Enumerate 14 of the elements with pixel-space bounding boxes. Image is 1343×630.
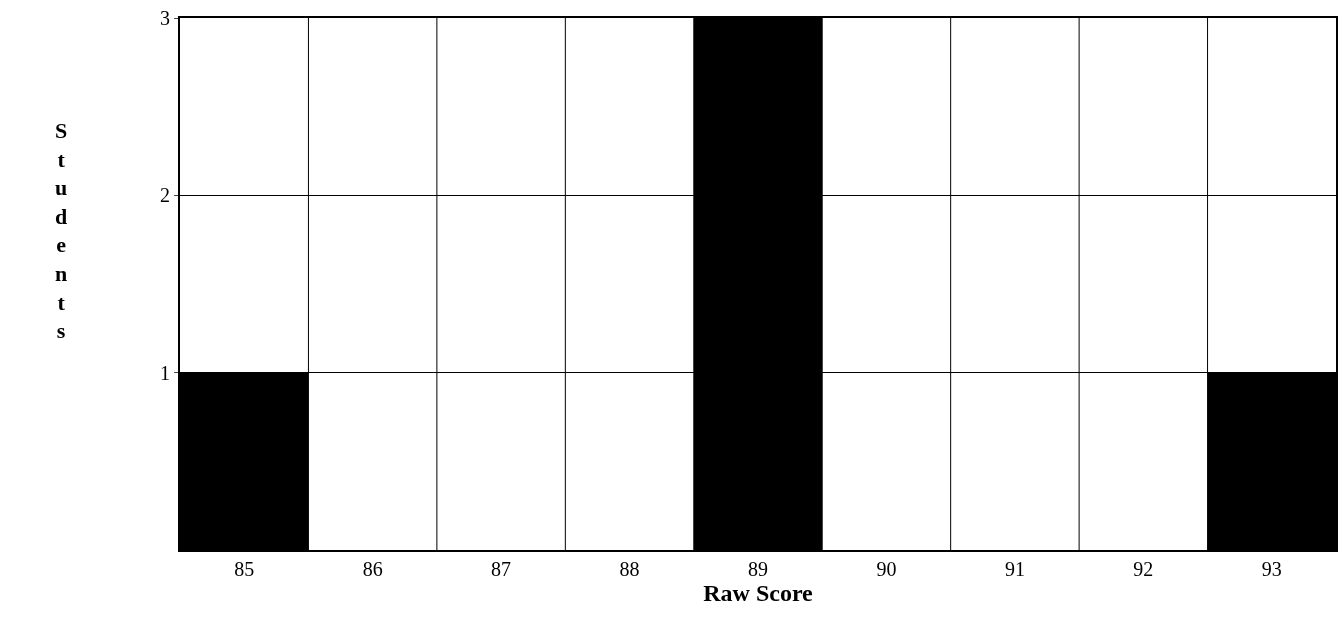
x-tick-label: 92	[1133, 558, 1154, 580]
x-tick-label: 90	[876, 558, 897, 580]
y-tick-label: 1	[160, 361, 170, 384]
x-tick-label: 93	[1261, 558, 1282, 580]
x-tick-label: 85	[234, 558, 255, 580]
x-axis-title: Raw Score	[703, 580, 814, 606]
x-tick-label: 89	[748, 558, 768, 580]
y-tick-label: 3	[160, 7, 170, 29]
x-tick-label: 91	[1004, 558, 1025, 580]
x-tick-label: 87	[491, 558, 512, 580]
x-tick-label: 88	[619, 558, 640, 580]
x-tick-label: 86	[362, 558, 383, 580]
y-tick-label: 2	[160, 184, 170, 207]
y-axis-title: Students	[55, 118, 68, 344]
